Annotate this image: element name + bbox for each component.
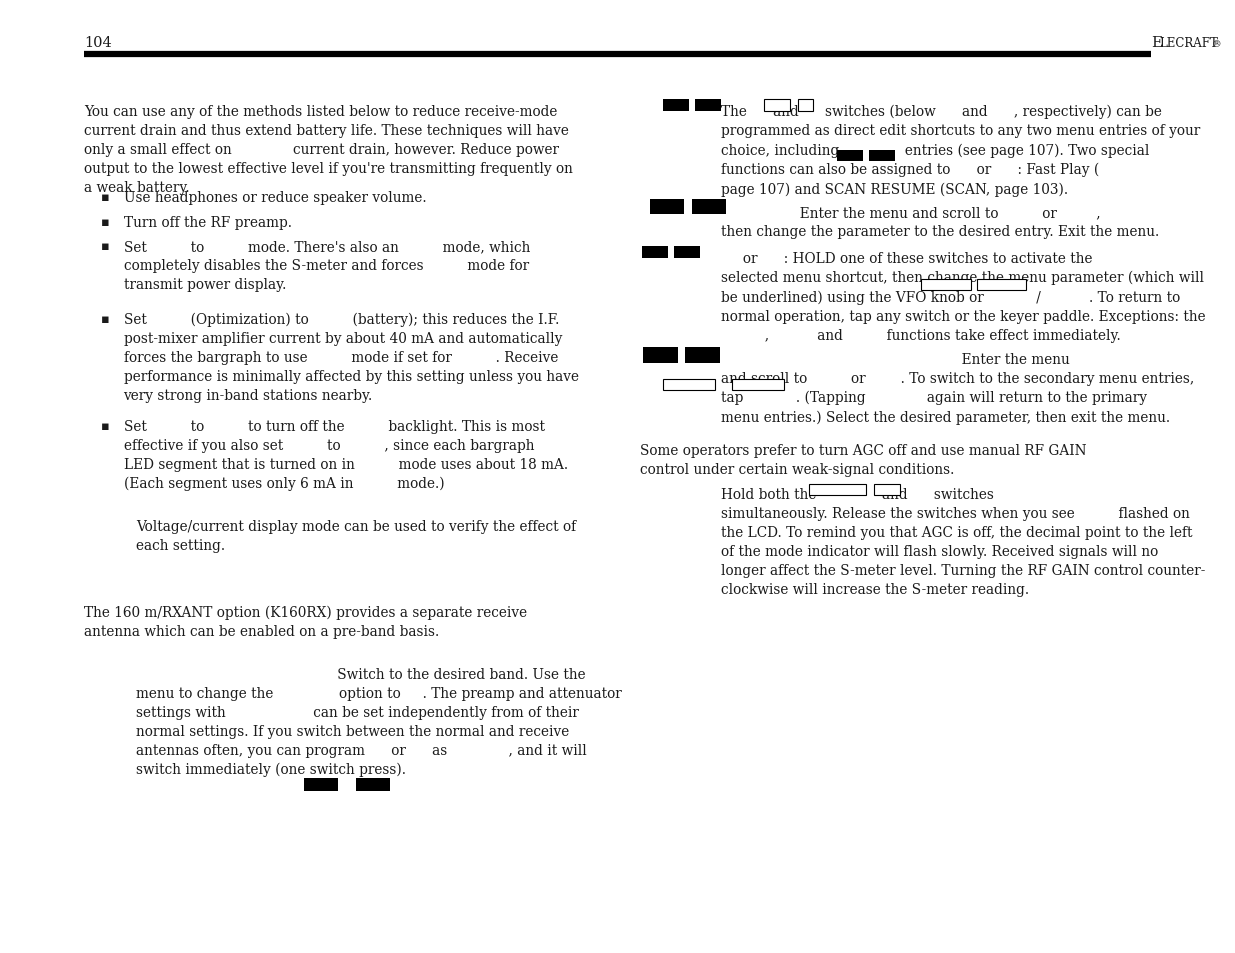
Text: ®: ® [1212, 41, 1221, 50]
Text: Switch to the desired band. Use the
menu to change the               option to  : Switch to the desired band. Use the menu… [136, 667, 621, 777]
Bar [837, 151, 863, 162]
Text: Set          (Optimization) to          (battery); this reduces the I.F.
post-mi: Set (Optimization) to (battery); this re… [124, 313, 578, 403]
Text: ▪: ▪ [101, 419, 110, 433]
Text: LECRAFT: LECRAFT [1160, 36, 1219, 50]
Text: Set          to          to turn off the          backlight. This is most
effect: Set to to turn off the backlight. This i… [124, 419, 568, 491]
Text: You can use any of the methods listed below to reduce receive-mode
current drain: You can use any of the methods listed be… [84, 105, 573, 194]
Text: Turn off the RF preamp.: Turn off the RF preamp. [124, 215, 291, 230]
Text: Set          to          mode. There's also an          mode, which
completely d: Set to mode. There's also an mode, which… [124, 240, 530, 292]
Bar [692, 200, 726, 214]
Bar [304, 779, 338, 791]
Text: The 160 m/RXANT option (K160RX) provides a separate receive
antenna which can be: The 160 m/RXANT option (K160RX) provides… [84, 605, 527, 639]
Bar [685, 348, 720, 364]
Text: ▪: ▪ [101, 191, 110, 204]
Bar [764, 100, 790, 112]
Bar [650, 200, 684, 214]
Bar [674, 247, 700, 259]
Bar [809, 484, 866, 496]
Bar [869, 151, 895, 162]
Bar [977, 279, 1026, 291]
Text: E: E [1151, 35, 1162, 50]
Text: ▪: ▪ [101, 215, 110, 229]
Text: Voltage/current display mode can be used to verify the effect of
each setting.: Voltage/current display mode can be used… [136, 519, 576, 553]
Bar [663, 100, 689, 112]
Text: Some operators prefer to turn AGC off and use manual RF GAIN
control under certa: Some operators prefer to turn AGC off an… [640, 443, 1087, 476]
Text: ▪: ▪ [101, 313, 110, 326]
Bar [663, 379, 715, 391]
Text: Enter the menu and scroll to          or         ,
then change the parameter to : Enter the menu and scroll to or , then c… [721, 206, 1160, 239]
Bar [874, 484, 900, 496]
Text: The      and      switches (below      and      , respectively) can be
programme: The and switches (below and , respective… [721, 105, 1200, 196]
Bar [921, 279, 971, 291]
Bar [732, 379, 784, 391]
Bar [642, 247, 668, 259]
Bar [695, 100, 721, 112]
Text: ▪: ▪ [101, 240, 110, 253]
Bar [643, 348, 678, 364]
Text: or      : HOLD one of these switches to activate the
selected menu shortcut, the: or : HOLD one of these switches to activ… [721, 252, 1205, 342]
Bar [356, 779, 390, 791]
Text: Enter the menu
and scroll to          or        . To switch to the secondary men: Enter the menu and scroll to or . To swi… [721, 353, 1194, 424]
Text: 104: 104 [84, 35, 111, 50]
Text: Hold both the               and      switches
simultaneously. Release the switch: Hold both the and switches simultaneousl… [721, 488, 1205, 597]
Text: Use headphones or reduce speaker volume.: Use headphones or reduce speaker volume. [124, 191, 426, 205]
Bar [798, 100, 813, 112]
